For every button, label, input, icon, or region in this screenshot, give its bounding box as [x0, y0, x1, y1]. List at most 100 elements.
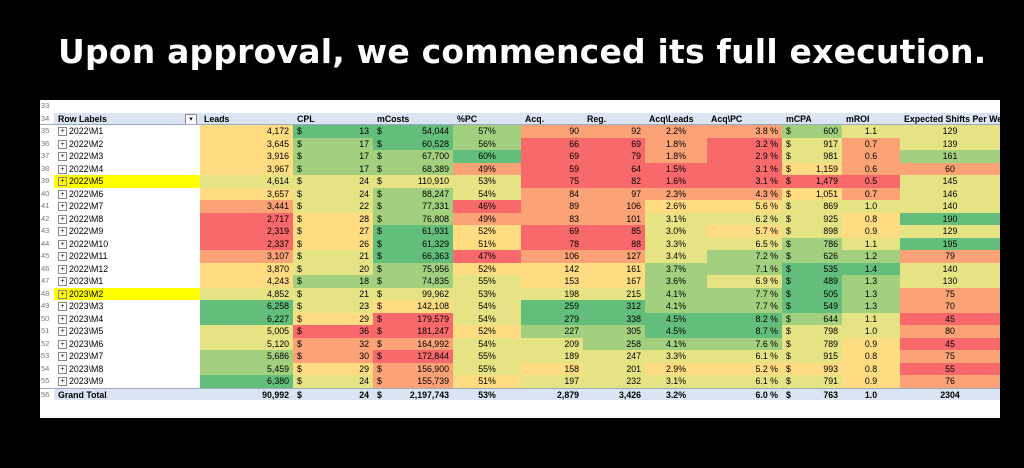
- cell-mcosts[interactable]: $61,931: [373, 225, 453, 238]
- cell-acq[interactable]: 158: [521, 362, 583, 375]
- cell-reg[interactable]: 85: [583, 225, 645, 238]
- cell-acq-leads[interactable]: 3.3%: [645, 237, 707, 250]
- cell-acq[interactable]: 106: [521, 250, 583, 263]
- cell-reg[interactable]: 161: [583, 262, 645, 275]
- cell-acq-pc[interactable]: 6.1 %: [707, 350, 782, 363]
- cell-pc[interactable]: 51%: [453, 375, 521, 388]
- cell-pc[interactable]: 51%: [453, 237, 521, 250]
- expand-icon[interactable]: +: [58, 164, 67, 174]
- row-label[interactable]: +2023\M2: [54, 287, 200, 300]
- row-label[interactable]: +2022\M9: [54, 225, 200, 238]
- cell-acq-pc[interactable]: 3.2 %: [707, 137, 782, 150]
- cell-reg[interactable]: 106: [583, 200, 645, 213]
- total-mcpa[interactable]: $763: [782, 387, 842, 400]
- cell-mcosts[interactable]: $61,329: [373, 237, 453, 250]
- cell-acq-leads[interactable]: 2.6%: [645, 200, 707, 213]
- cell-leads[interactable]: 2,717: [200, 212, 293, 225]
- cell-acq-pc[interactable]: 7.1 %: [707, 262, 782, 275]
- cell-acq-pc[interactable]: 4.3 %: [707, 187, 782, 200]
- cell-cpl[interactable]: $28: [293, 212, 373, 225]
- cell-mcosts[interactable]: $88,247: [373, 187, 453, 200]
- header-acq-leads[interactable]: Acq\Leads: [645, 112, 707, 125]
- cell-mroi[interactable]: 1.3: [842, 300, 900, 313]
- cell-shifts[interactable]: 70: [900, 300, 1000, 313]
- cell-mcosts[interactable]: $179,579: [373, 312, 453, 325]
- cell-mroi[interactable]: 1.1: [842, 237, 900, 250]
- row-label[interactable]: +2022\M12: [54, 263, 200, 276]
- cell-mcpa[interactable]: $600: [782, 125, 842, 138]
- cell-acq[interactable]: 279: [521, 312, 583, 325]
- cell-acq-pc[interactable]: 7.2 %: [707, 250, 782, 263]
- cell-mcosts[interactable]: $75,956: [373, 262, 453, 275]
- cell-acq-pc[interactable]: 3.1 %: [707, 162, 782, 175]
- row-label[interactable]: +2022\M2: [54, 138, 200, 151]
- cell-mcosts[interactable]: $67,700: [373, 150, 453, 163]
- cell-acq-pc[interactable]: 3.1 %: [707, 175, 782, 188]
- cell-shifts[interactable]: 190: [900, 212, 1000, 225]
- cell-cpl[interactable]: $24: [293, 175, 373, 188]
- cell-leads[interactable]: 2,337: [200, 237, 293, 250]
- cell-cpl[interactable]: $36: [293, 325, 373, 338]
- cell-acq[interactable]: 259: [521, 300, 583, 313]
- cell-mroi[interactable]: 0.7: [842, 137, 900, 150]
- cell-acq-pc[interactable]: 8.7 %: [707, 325, 782, 338]
- cell-pc[interactable]: 52%: [453, 262, 521, 275]
- cell-pc[interactable]: 49%: [453, 162, 521, 175]
- cell-shifts[interactable]: 45: [900, 337, 1000, 350]
- expand-icon[interactable]: +: [58, 364, 67, 374]
- cell-cpl[interactable]: $21: [293, 287, 373, 300]
- cell-mcosts[interactable]: $77,331: [373, 200, 453, 213]
- header-shifts[interactable]: Expected Shifts Per Week: [900, 112, 1000, 125]
- cell-acq[interactable]: 59: [521, 162, 583, 175]
- cell-mroi[interactable]: 1.0: [842, 200, 900, 213]
- row-label[interactable]: +2023\M3: [54, 300, 200, 313]
- cell-mcpa[interactable]: $786: [782, 237, 842, 250]
- cell-cpl[interactable]: $24: [293, 187, 373, 200]
- row-label[interactable]: +2022\M5: [54, 175, 200, 188]
- cell-mcosts[interactable]: $156,900: [373, 362, 453, 375]
- cell-mroi[interactable]: 0.9: [842, 225, 900, 238]
- cell-pc[interactable]: 47%: [453, 250, 521, 263]
- cell-mcosts[interactable]: $110,910: [373, 175, 453, 188]
- cell-mcosts[interactable]: $74,835: [373, 275, 453, 288]
- cell-mroi[interactable]: 1.2: [842, 250, 900, 263]
- cell-mcpa[interactable]: $898: [782, 225, 842, 238]
- cell-mcosts[interactable]: $181,247: [373, 325, 453, 338]
- cell-reg[interactable]: 201: [583, 362, 645, 375]
- cell-acq-leads[interactable]: 4.5%: [645, 312, 707, 325]
- cell-reg[interactable]: 88: [583, 237, 645, 250]
- cell-acq-pc[interactable]: 5.2 %: [707, 362, 782, 375]
- cell-mcosts[interactable]: $172,844: [373, 350, 453, 363]
- cell-mroi[interactable]: 1.3: [842, 287, 900, 300]
- cell-mroi[interactable]: 1.3: [842, 275, 900, 288]
- cell-mcpa[interactable]: $869: [782, 200, 842, 213]
- cell-shifts[interactable]: 55: [900, 362, 1000, 375]
- cell-acq-leads[interactable]: 2.3%: [645, 187, 707, 200]
- cell-acq[interactable]: 197: [521, 375, 583, 388]
- row-label[interactable]: +2022\M7: [54, 200, 200, 213]
- cell-mroi[interactable]: 0.8: [842, 212, 900, 225]
- cell-mcpa[interactable]: $549: [782, 300, 842, 313]
- cell-pc[interactable]: 56%: [453, 137, 521, 150]
- cell-mroi[interactable]: 0.7: [842, 187, 900, 200]
- cell-leads[interactable]: 5,120: [200, 337, 293, 350]
- cell-acq-leads[interactable]: 4.1%: [645, 300, 707, 313]
- filter-dropdown-icon[interactable]: ▾: [185, 113, 197, 125]
- expand-icon[interactable]: +: [58, 339, 67, 349]
- cell-cpl[interactable]: $13: [293, 125, 373, 138]
- cell-pc[interactable]: 55%: [453, 362, 521, 375]
- cell-acq-pc[interactable]: 6.2 %: [707, 212, 782, 225]
- cell-mroi[interactable]: 1.4: [842, 262, 900, 275]
- cell-cpl[interactable]: $17: [293, 162, 373, 175]
- cell-mcosts[interactable]: $54,044: [373, 125, 453, 138]
- cell-pc[interactable]: 55%: [453, 350, 521, 363]
- cell-mcpa[interactable]: $915: [782, 350, 842, 363]
- cell-shifts[interactable]: 129: [900, 225, 1000, 238]
- header-mroi[interactable]: mROI: [842, 112, 900, 125]
- header-acq-pc[interactable]: Acq\PC: [707, 112, 782, 125]
- total-shifts[interactable]: 2304: [900, 387, 1000, 400]
- row-label[interactable]: +2023\M5: [54, 325, 200, 338]
- cell-cpl[interactable]: $29: [293, 362, 373, 375]
- cell-cpl[interactable]: $20: [293, 262, 373, 275]
- cell-acq-leads[interactable]: 3.1%: [645, 212, 707, 225]
